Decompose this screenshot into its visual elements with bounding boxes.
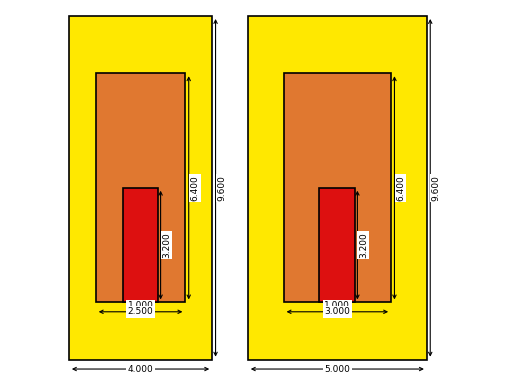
Text: 6.400: 6.400 [190, 175, 199, 201]
Text: 6.400: 6.400 [396, 175, 405, 201]
Text: 3.200: 3.200 [359, 232, 368, 258]
Text: 1.000: 1.000 [128, 301, 154, 310]
Text: 1.000: 1.000 [324, 301, 350, 310]
Text: 9.600: 9.600 [217, 175, 226, 201]
Text: 4.000: 4.000 [128, 365, 154, 374]
Text: 9.600: 9.600 [432, 175, 441, 201]
Text: 3.000: 3.000 [324, 307, 350, 316]
Bar [284, 73, 391, 302]
Bar [248, 16, 427, 360]
Bar [319, 188, 355, 302]
Bar [96, 73, 185, 302]
Text: 5.000: 5.000 [324, 365, 350, 374]
Bar [122, 188, 158, 302]
Text: 2.500: 2.500 [128, 307, 154, 316]
Text: 3.200: 3.200 [162, 232, 171, 258]
Bar [69, 16, 212, 360]
